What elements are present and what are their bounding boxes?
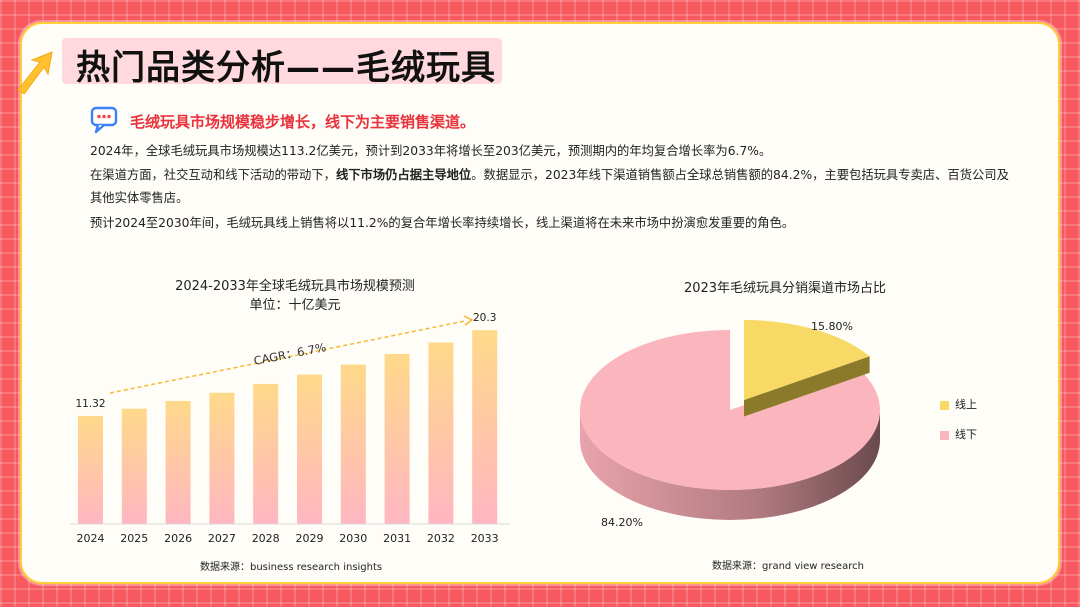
legend-item-online: 线上: [940, 396, 977, 412]
x-tick-label-2030: 2030: [339, 532, 367, 545]
legend-swatch-online: [940, 400, 949, 410]
x-tick-label-2033: 2033: [471, 532, 499, 545]
x-tick-label-2029: 2029: [296, 532, 324, 545]
bar-2029: [297, 374, 322, 524]
cagr-trend-arrowhead: [463, 315, 474, 326]
chat-bubble-icon: [90, 106, 118, 134]
x-tick-label-2027: 2027: [208, 532, 236, 545]
bar-2033: [472, 330, 498, 524]
title-highlight: [62, 38, 502, 84]
pie-slice-offline-side: [580, 410, 880, 520]
pie-label-online: 15.80%: [811, 320, 853, 333]
legend-swatch-offline: [940, 430, 949, 440]
pie-slice-offline: [580, 330, 880, 490]
bar-chart: 2024 2025 2026 2027 2028 2029 2030 2031 2032 2033…: [70, 312, 510, 545]
paragraph-channels: 在渠道方面，社交互动和线下活动的带动下，线下市场仍占据主导地位。数据显示，202…: [90, 164, 1015, 210]
paragraph-online-growth: 预计2024至2030年间，毛绒玩具线上销售将以11.2%的复合年增长率持续增长…: [90, 216, 795, 230]
cagr-label: CAGR：6.7%: [252, 340, 327, 368]
bar-2032: [428, 342, 454, 524]
x-tick-label-2031: 2031: [383, 532, 411, 545]
x-tick-label-2028: 2028: [252, 532, 280, 545]
paragraph-channels-pre: 在渠道方面，社交互动和线下活动的带动下，: [90, 168, 336, 182]
pie-slice-online-side: [744, 356, 870, 417]
pie-chart-source: 数据来源：grand view research: [712, 561, 864, 572]
bar-2028: [253, 383, 279, 524]
pie-chart-title: 2023年毛绒玩具分销渠道市场占比: [683, 281, 887, 296]
data-label-last: 20.3: [473, 312, 496, 324]
bar-2026: [165, 400, 191, 524]
content-card: [20, 22, 1060, 584]
pie-slice-online: [744, 320, 870, 400]
pointer-arrow-icon: [17, 51, 53, 94]
x-tick-label-2026: 2026: [164, 532, 192, 545]
bar-2024: [78, 415, 103, 524]
bar-chart-title: 2024-2033年全球毛绒玩具市场规模预测: [175, 279, 415, 294]
legend-label-offline: 线下: [955, 428, 977, 441]
x-tick-label-2032: 2032: [427, 532, 455, 545]
page-title: 热门品类分析——毛绒玩具: [76, 48, 496, 88]
data-label-first: 11.32: [75, 398, 105, 410]
paragraph-market-size: 2024年，全球毛绒玩具市场规模达113.2亿美元，预计到2033年将增长至20…: [90, 144, 772, 158]
pie-chart: 15.80% 84.20%: [580, 320, 880, 529]
cagr-trend-line: [109, 320, 466, 394]
bar-chart-source: 数据来源：business research insights: [200, 562, 383, 573]
paragraph-channels-post: 。数据显示，2023年线下渠道销售额占全球总销售额的84.2%，主要包括玩具专卖…: [90, 168, 1009, 205]
bar-2027: [209, 392, 235, 524]
bar-2025: [121, 408, 147, 524]
x-tick-label-2025: 2025: [120, 532, 148, 545]
legend-item-offline: 线下: [940, 426, 977, 442]
section-headline: 毛绒玩具市场规模稳步增长，线下为主要销售渠道。: [130, 113, 476, 131]
legend-label-online: 线上: [955, 398, 977, 411]
paragraph-channels-bold: 线下市场仍占据主导地位: [335, 168, 472, 182]
pie-label-offline: 84.20%: [601, 516, 643, 529]
bar-chart-subtitle: 单位：十亿美元: [249, 298, 341, 313]
bar-2031: [384, 353, 410, 524]
bar-2030: [340, 364, 366, 524]
x-tick-label-2024: 2024: [77, 532, 105, 545]
